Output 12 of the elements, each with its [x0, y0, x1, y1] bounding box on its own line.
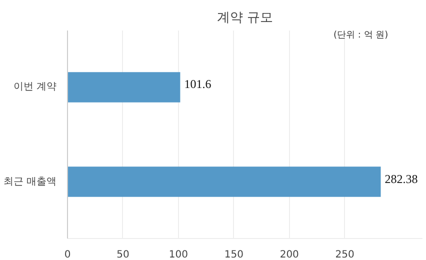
y-tick-label: 이번 계약 — [13, 82, 57, 93]
x-tick-label: 0 — [64, 250, 71, 260]
chart-title: 계약 규모 — [216, 10, 274, 26]
x-tick-label: 200 — [280, 250, 299, 260]
x-tick-label: 50 — [116, 250, 130, 260]
x-tick-label: 250 — [335, 250, 354, 260]
data-label: 101.6 — [184, 77, 212, 92]
x-tick-label: 100 — [168, 250, 188, 260]
x-tick-label: 150 — [224, 250, 244, 260]
annotation: (단위 : 억 원) — [334, 30, 388, 40]
data-label: 282.38 — [384, 172, 418, 186]
y-tick-label: 최근 매출액 — [3, 176, 57, 188]
